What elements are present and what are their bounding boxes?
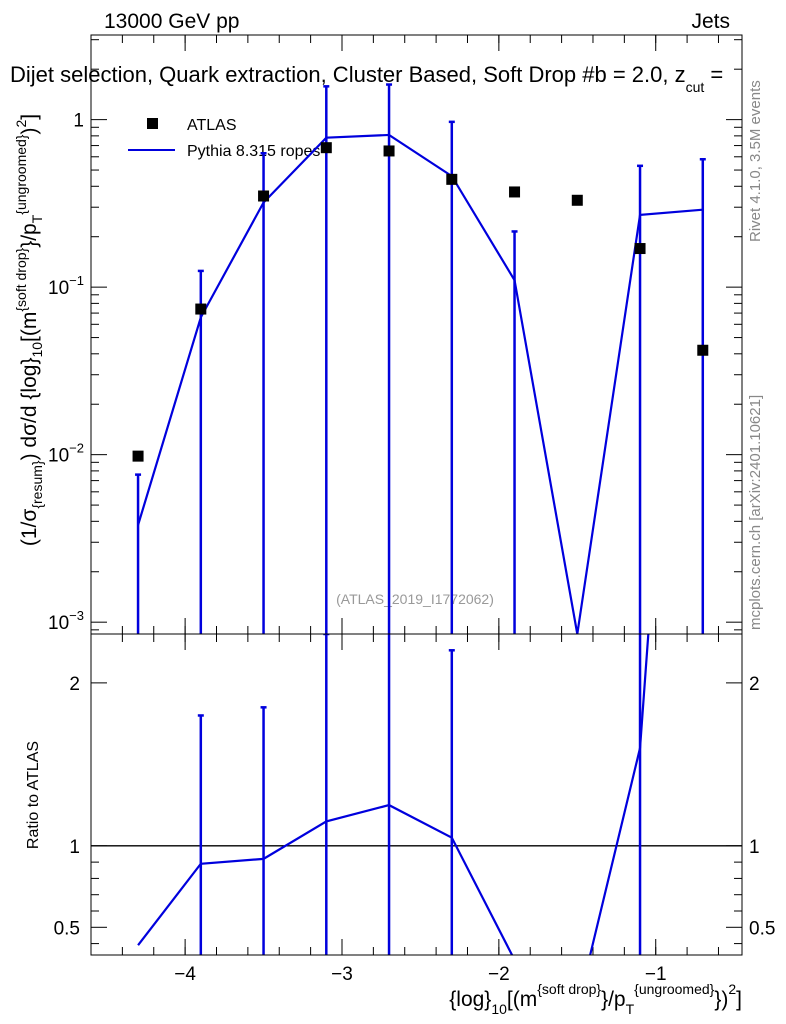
legend: ATLAS Pythia 8.315 ropes xyxy=(128,117,320,160)
main-y-tick-exp: −1 xyxy=(69,273,84,288)
mcplots-label: mcplots.cern.ch [arXiv:2401.10621] xyxy=(747,395,764,630)
ratio-y-tick-label-right: 1 xyxy=(749,837,760,858)
y-label-f: {soft drop} xyxy=(13,247,29,311)
atlas-point xyxy=(634,243,646,255)
y-label-g: }/p xyxy=(18,223,41,248)
x-tick-label: −3 xyxy=(331,964,353,985)
legend-pythia-label: Pythia 8.315 ropes xyxy=(187,143,320,160)
plot-title-sub: cut xyxy=(686,79,705,95)
x-label-i: 2 xyxy=(728,981,736,997)
header-left: 13000 GeV pp xyxy=(104,10,239,33)
ratio-y-axis-label: Ratio to ATLAS xyxy=(25,741,42,849)
main-y-axis-label: (1/σ{resum}) dσ/d {log}10[(m{soft drop}}… xyxy=(13,114,45,546)
main-y-tick-base: 1 xyxy=(73,111,84,132)
atlas-point xyxy=(571,194,583,206)
main-y-tick-base: 10 xyxy=(48,613,69,634)
plot-title: Dijet selection, Quark extraction, Clust… xyxy=(10,62,723,95)
y-label-j: ) xyxy=(18,128,41,135)
x-label-a: {log} xyxy=(449,988,491,1011)
main-y-tick-base: 10 xyxy=(48,278,69,299)
x-axis-label: {log}10[(m{soft drop}}/pT {ungroomed}})2] xyxy=(449,981,742,1017)
x-label-h: }) xyxy=(714,988,728,1011)
x-label-j: ] xyxy=(736,988,742,1011)
legend-atlas-label: ATLAS xyxy=(187,117,237,134)
main-tick-labels: 10−310−210−1110 xyxy=(48,111,84,635)
x-label-d: {soft drop} xyxy=(537,981,601,997)
atlas-point xyxy=(383,145,395,157)
plot-title-tail: = 2.0, z xyxy=(607,62,686,87)
y-label-c: ) dσ/d {log} xyxy=(18,358,41,461)
header-right: Jets xyxy=(691,10,730,33)
main-y-tick-label: 1 xyxy=(73,111,84,132)
main-panel: 10−310−210−1110 xyxy=(48,34,743,635)
ratio-error-bars xyxy=(197,634,642,955)
ratio-y-tick-label: 1 xyxy=(69,837,80,858)
atlas-point xyxy=(697,344,709,356)
y-label-k: 2 xyxy=(13,120,29,128)
main-y-tick-label: 10−2 xyxy=(48,441,84,467)
x-tick-labels: −4 −3 −2 −1 xyxy=(174,964,666,985)
ratio-frame xyxy=(90,633,743,956)
x-label-f: T xyxy=(626,1001,635,1017)
atlas-point xyxy=(195,303,207,315)
ratio-pythia-polyline xyxy=(137,634,650,955)
main-error-bars xyxy=(135,83,706,634)
main-atlas-points xyxy=(132,142,709,462)
ratio-y-tick-label-right: 0.5 xyxy=(749,918,775,939)
analysis-watermark: (ATLAS_2019_I1772062) xyxy=(336,591,494,607)
y-label-e: [(m xyxy=(18,312,41,342)
x-label-c: [(m xyxy=(507,988,537,1011)
y-label-a: (1/σ xyxy=(18,509,41,547)
main-y-tick-label: 10−1 xyxy=(48,273,84,299)
atlas-point xyxy=(258,190,270,202)
ratio-y-tick-label: 2 xyxy=(69,674,80,695)
atlas-point xyxy=(132,450,144,462)
y-label-h: T xyxy=(29,214,45,223)
rivet-label: Rivet 4.1.0, 3.5M events xyxy=(747,80,764,242)
main-y-tick-base: 10 xyxy=(48,446,69,467)
x-label-b: 10 xyxy=(491,1001,507,1017)
plot-title-end: = xyxy=(704,62,723,87)
x-label-g: {ungroomed} xyxy=(634,981,715,997)
x-tick-label: −4 xyxy=(174,964,196,985)
main-y-tick-exp: −3 xyxy=(69,608,84,623)
x-tick-label: −1 xyxy=(645,964,667,985)
x-tick-label: −2 xyxy=(488,964,510,985)
main-pythia-polyline xyxy=(137,133,703,634)
x-label-e: }/p xyxy=(601,988,626,1011)
ratio-y-tick-label: 0.5 xyxy=(54,918,80,939)
y-label-l: ] xyxy=(18,114,41,120)
atlas-point xyxy=(446,173,458,185)
ratio-panel: 0.5 0.5 1 1 2 2 −4 −3 −2 −1 xyxy=(54,633,776,985)
y-label-i: {ungroomed} xyxy=(13,134,29,215)
y-label-d: 10 xyxy=(29,342,45,358)
y-label-b: {resum} xyxy=(29,460,45,509)
plot-title-main: Dijet selection, Quark extraction, Clust… xyxy=(10,62,607,87)
atlas-point xyxy=(320,142,332,154)
main-pythia-line xyxy=(137,133,703,634)
main-y-tick-exp: −2 xyxy=(69,441,84,456)
atlas-point xyxy=(509,186,521,198)
legend-atlas-marker xyxy=(147,118,158,129)
ratio-y-tick-label-right: 2 xyxy=(749,674,760,695)
main-y-tick-label: 10−3 xyxy=(48,608,84,634)
ratio-pythia-line xyxy=(137,634,650,955)
ratio-tick-labels: 0.5 0.5 1 1 2 2 xyxy=(54,674,776,939)
